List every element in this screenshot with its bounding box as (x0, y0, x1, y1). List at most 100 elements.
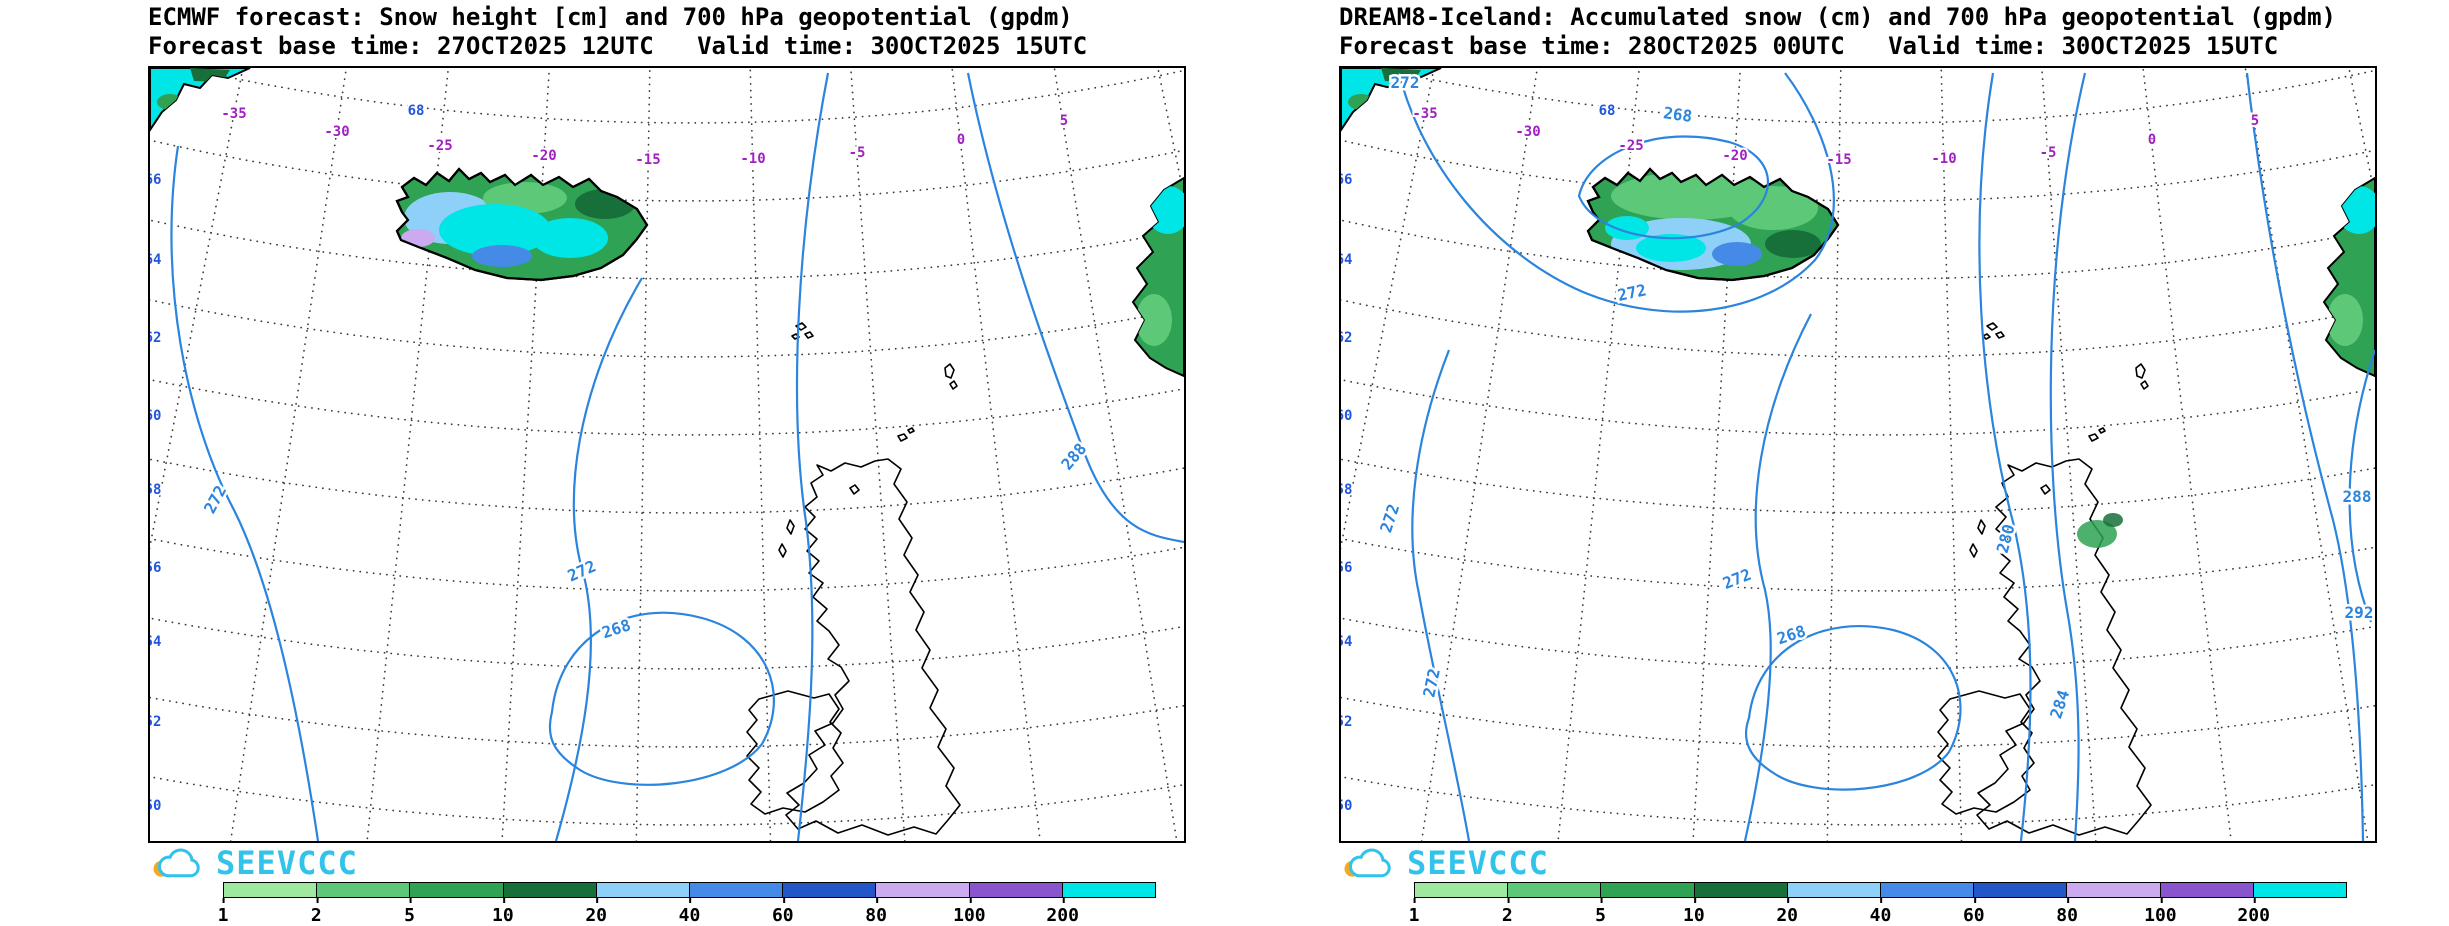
latitude-label: 62 (1339, 330, 1352, 346)
map-ecmwf: 272 272 268 288 -35 -30 -25 -20 -15 -10 -5 0 5 68 66… (148, 66, 1186, 843)
contour-label: 284 (2046, 688, 2073, 721)
contour-label: 272 (1391, 73, 1420, 92)
scale-tick-label: 10 (1683, 898, 1705, 926)
graticule-line (1341, 458, 2375, 514)
latitude-label: 64 (148, 252, 161, 268)
iceland-snow-fill (401, 182, 635, 267)
longitude-label: 0 (2148, 132, 2156, 148)
graticule-line (1341, 537, 2375, 592)
scale-swatch (1062, 883, 1156, 897)
scale-tick-label: 20 (1776, 898, 1799, 926)
latitude-label: 68 (408, 103, 425, 119)
isoline-268-closed (548, 611, 775, 786)
longitude-label: -15 (1826, 152, 1851, 168)
graticule-line (2142, 68, 2232, 841)
graticule-line (1341, 696, 2375, 748)
longitude-label: -5 (2040, 145, 2057, 161)
scale-swatch (596, 883, 691, 897)
longitude-label: -15 (635, 152, 660, 168)
scale-tick-label: 10 (492, 898, 514, 926)
scale-swatch (503, 883, 597, 897)
contour-labels: 272 272 268 288 (197, 437, 1092, 645)
latitude-label: 50 (148, 798, 161, 814)
graticule-line (179, 68, 1184, 124)
latitude-label: 58 (148, 482, 161, 498)
latitude-label: 56 (1339, 560, 1352, 576)
latitude-label: 68 (1599, 103, 1616, 119)
graticule-line (1341, 617, 2375, 670)
scale-tick-label: 1 (217, 898, 229, 926)
isoline-272-west (170, 145, 320, 841)
scale-swatch (690, 883, 784, 897)
isoline-268-top-closed (1577, 135, 1769, 240)
scale-swatch (783, 883, 877, 897)
longitude-label: -10 (740, 151, 765, 167)
scale-tick-label: 40 (1869, 898, 1892, 926)
latitude-label: 58 (1339, 482, 1352, 498)
longitude-label: -30 (324, 124, 349, 140)
graticule-line (1341, 299, 2375, 358)
graticule-line (849, 68, 906, 841)
graticule-line (2244, 68, 2369, 841)
graticule-line (150, 68, 244, 551)
graticule (150, 68, 1184, 841)
scale-tick-label: 100 (2144, 898, 2177, 926)
seevccc-logo: SEEVCCC (1341, 844, 1549, 882)
coastlines (1937, 322, 2152, 836)
graticule-line (2040, 68, 2097, 841)
snow-color-scale: 1 2 5 10 20 40 60 80 100 200 (218, 882, 1156, 926)
panel-title: DREAM8-Iceland: Accumulated snow (cm) an… (1339, 3, 2336, 31)
scale-tick-label: 80 (865, 898, 887, 926)
contour-label: 288 (1057, 439, 1090, 473)
latitude-label: 52 (148, 714, 161, 730)
longitude-label: -20 (1722, 148, 1747, 164)
longitude-label: -35 (1412, 106, 1437, 122)
isoline-284 (2049, 72, 2087, 841)
graticule-line (150, 378, 1184, 436)
panel-title: ECMWF forecast: Snow height [cm] and 700… (148, 3, 1073, 31)
graticule-line (1420, 68, 1539, 841)
scale-swatch (2160, 883, 2254, 897)
contour-label: 268 (600, 615, 633, 642)
graticule-line (229, 68, 348, 841)
scale-tick-label: 20 (585, 898, 608, 926)
graticule-line (366, 68, 450, 841)
seevccc-logo-text: SEEVCCC (216, 844, 358, 882)
graticule-line (749, 68, 772, 841)
map-dream8: 272268272272272272268280284288292276 -35… (1339, 66, 2377, 843)
scale-swatch (2067, 883, 2161, 897)
norway-landmass (2322, 176, 2375, 378)
scale-tick-label: 200 (1046, 898, 1079, 926)
isoline-272-outer-loop (1397, 72, 1835, 313)
graticule-line (150, 139, 1184, 202)
geopotential-isolines (170, 72, 1184, 841)
contour-label: 272 (1720, 565, 1754, 593)
longitude-labels: -35 -30 -25 -20 -15 -10 -5 0 5 (219, 104, 1070, 170)
scale-tick-label: 2 (1501, 898, 1513, 926)
graticule-line (1341, 219, 2375, 280)
isoline-unlabeled (795, 72, 830, 841)
panel-subtitle: Forecast base time: 28OCT2025 00UTC Vali… (1339, 32, 2279, 60)
contour-label: 268 (1775, 621, 1808, 648)
contour-labels: 272268272272272272268280284288292276 (1374, 71, 2375, 724)
seevccc-logo-text: SEEVCCC (1407, 844, 1549, 882)
scale-tick-label: 5 (404, 898, 416, 926)
scotland-snow-patch (2077, 513, 2123, 548)
scale-tick-label: 5 (1595, 898, 1607, 926)
longitude-label: 5 (1060, 113, 1068, 129)
contour-label: 288 (2343, 487, 2372, 506)
contour-label: 272 (1376, 502, 1403, 535)
latitude-label: 54 (148, 634, 161, 650)
latitude-labels: 68 66 64 62 60 58 56 54 52 50 (1339, 101, 1617, 816)
panel-ecmwf: ECMWF forecast: Snow height [cm] and 700… (148, 0, 1188, 926)
latitude-label: 60 (1339, 408, 1352, 424)
scale-swatch (876, 883, 970, 897)
scale-tick-label: 200 (2237, 898, 2270, 926)
graticule-line (150, 617, 1184, 670)
longitude-label: -10 (1931, 151, 1956, 167)
iceland-landmass (1586, 167, 1840, 282)
contour-label: 292 (2345, 603, 2374, 622)
scale-swatch (2253, 883, 2347, 897)
latitude-labels: 68 66 64 62 60 58 56 54 52 50 (148, 101, 426, 816)
snow-color-scale: 1 2 5 10 20 40 60 80 100 200 (1409, 882, 2347, 926)
